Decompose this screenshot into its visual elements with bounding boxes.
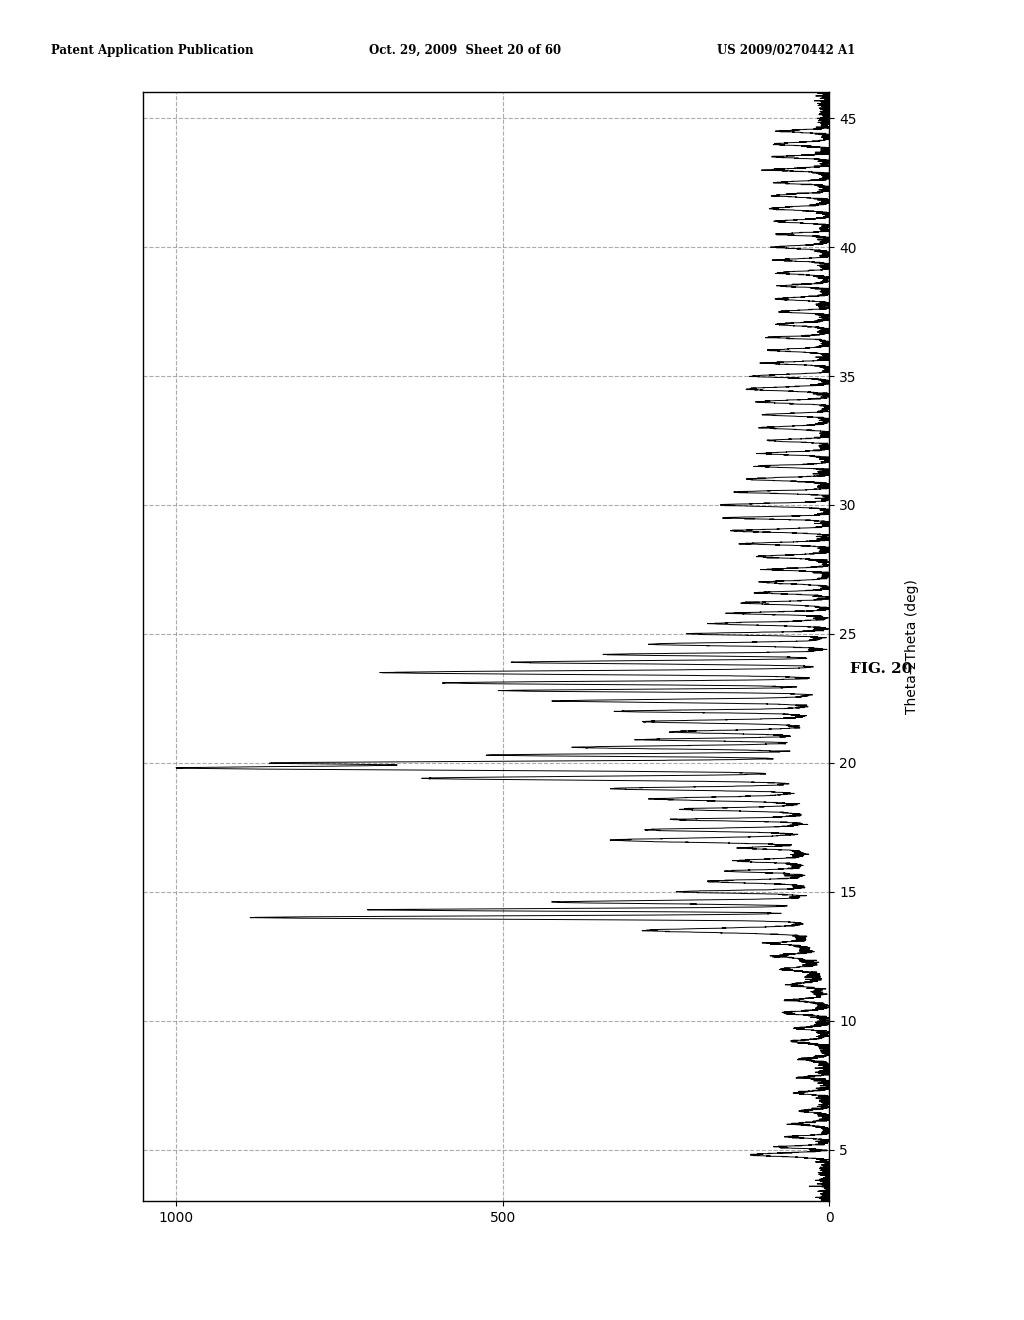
- Text: FIG. 20: FIG. 20: [850, 663, 912, 676]
- Text: Oct. 29, 2009  Sheet 20 of 60: Oct. 29, 2009 Sheet 20 of 60: [369, 44, 561, 57]
- Y-axis label: Theta-2Theta (deg): Theta-2Theta (deg): [905, 579, 920, 714]
- Text: US 2009/0270442 A1: US 2009/0270442 A1: [717, 44, 855, 57]
- Text: Patent Application Publication: Patent Application Publication: [51, 44, 254, 57]
